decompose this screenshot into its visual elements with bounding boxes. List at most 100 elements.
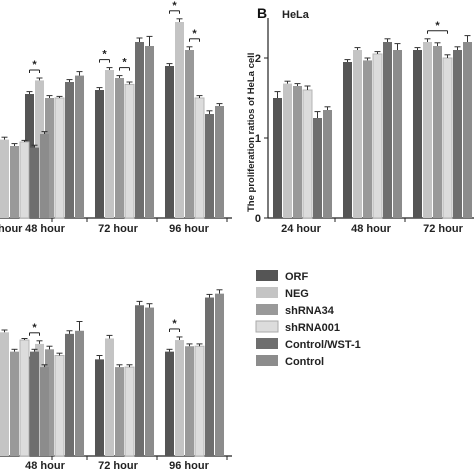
- legend-label-control: Control: [285, 356, 324, 368]
- panel-c-bar: [105, 338, 114, 456]
- panel-a-bar: [215, 106, 224, 218]
- panel-b-bar: [383, 42, 392, 218]
- panel-a-bar: [10, 146, 19, 218]
- legend-swatch-shrna34: [256, 304, 278, 315]
- panel-c-bar: [40, 367, 49, 456]
- panel-a-bar: [30, 147, 39, 218]
- panel-a-bar: [194, 97, 205, 219]
- panel-a-x-tick-label: 96 hour: [169, 223, 209, 235]
- panel-b-bar: [393, 50, 402, 218]
- panel-a-bar: [75, 75, 84, 218]
- panel-a-bar: [0, 139, 9, 218]
- panel-b-bar: [413, 50, 422, 218]
- panel-c-x-tick-label: 48 hour: [25, 460, 65, 472]
- panel-c-bar: [124, 366, 135, 457]
- panel-b-title: HeLa: [282, 9, 310, 21]
- panel-a-x-tick-label: 48 hour: [25, 223, 65, 235]
- panel-c-bar: [185, 346, 194, 456]
- panel-c-bar: [115, 367, 124, 456]
- panel-c-bar: [75, 330, 84, 456]
- panel-c-bar: [65, 333, 74, 456]
- panel-c-x-tick-label: 96 hour: [169, 460, 209, 472]
- panel-b-y-tick-label: 2: [255, 53, 261, 65]
- panel-c-bar: [215, 293, 224, 456]
- panel-b-bar: [353, 50, 362, 218]
- panel-a-bar: [45, 98, 54, 218]
- panel-c-bar: [54, 355, 65, 457]
- panel-b-x-tick-label: 48 hour: [351, 223, 391, 235]
- panel-c-bar: [95, 359, 104, 456]
- panel-b-bar: [363, 60, 372, 219]
- panel-a-significance-star: *: [102, 49, 107, 61]
- panel-c-bar: [10, 351, 19, 456]
- panel-b-x-tick-label: 24 hour: [281, 223, 321, 235]
- panel-b-significance-star: *: [435, 20, 440, 32]
- legend-label-shrna34: shRNA34: [285, 305, 335, 317]
- panel-a-x-tick-label: 72 hour: [98, 223, 138, 235]
- panel-b-bar: [283, 83, 292, 218]
- panel-c-x-tick-label: 72 hour: [98, 460, 138, 472]
- panel-a-bar: [19, 141, 30, 219]
- panel-b-bar: [453, 50, 462, 218]
- panel-b-bar: [323, 110, 332, 218]
- panel-a-bar: [95, 90, 104, 218]
- panel-b-bar: [423, 42, 432, 218]
- panel-c-bar: [30, 351, 39, 456]
- panel-c-significance-star: *: [32, 322, 37, 334]
- legend-swatch-control: [256, 355, 278, 366]
- panel-a-bar: [54, 97, 65, 219]
- panel-b-bar: [442, 57, 453, 219]
- panel-a-bar: [175, 22, 184, 218]
- panel-b-bar: [313, 118, 322, 218]
- legend: ORF NEG shRNA34 shRNA001 Control/WST-1 C…: [255, 270, 361, 368]
- panel-a-bar: [105, 70, 114, 218]
- panel-a-bar: [185, 50, 194, 218]
- panel-a-bar: [115, 78, 124, 218]
- panel-a-bar: [40, 134, 49, 218]
- panel-b-bar: [463, 42, 472, 218]
- panel-b-letter: B: [257, 5, 267, 21]
- panel-a-bar: [135, 42, 144, 218]
- panel-c-bar: [205, 297, 214, 456]
- legend-label-orf: ORF: [285, 271, 309, 283]
- panel-a-significance-star: *: [122, 57, 127, 69]
- panel-b-bar: [372, 53, 383, 219]
- panel-c-bar: [145, 307, 154, 456]
- panel-c-bar: [0, 332, 9, 456]
- panel-a-bar: [145, 46, 154, 218]
- panel-b-x-tick-label: 72 hour: [423, 223, 463, 235]
- panel-b-chart: 0 1 2 * 24 hour 48 hour 72 hour: [255, 18, 474, 235]
- panel-a-x-tick-label: hour: [0, 223, 23, 235]
- legend-label-neg: NEG: [285, 288, 309, 300]
- legend-label-control-wst1: Control/WST-1: [285, 339, 361, 351]
- panel-c-bar: [175, 340, 184, 456]
- panel-a-significance-star: *: [192, 28, 197, 40]
- panel-c-bar: [45, 349, 54, 456]
- panel-b-bar: [343, 62, 352, 218]
- panel-c-bar: [194, 345, 205, 457]
- panel-c-bar: [135, 305, 144, 456]
- legend-swatch-control-wst1: [256, 338, 278, 349]
- panel-c-chart: * * 48 hour 72 hour 96 hour: [0, 289, 232, 472]
- panel-a-significance-star: *: [172, 0, 177, 12]
- panel-b-y-axis-label: The proliferation ratios of HeLa cell: [246, 53, 257, 212]
- legend-swatch-shrna001: [255, 320, 279, 333]
- panel-b-bar: [293, 86, 302, 218]
- legend-label-shrna001: shRNA001: [285, 322, 340, 334]
- panel-c-significance-star: *: [172, 318, 177, 330]
- panel-b-y-tick-label: 1: [255, 133, 261, 145]
- panel-a-bar: [65, 82, 74, 218]
- panel-b-bar: [273, 98, 282, 218]
- panel-a-chart: * * * * * hour 48 hour 72 hour 96 hour: [0, 0, 232, 235]
- panel-c-bar: [19, 339, 30, 457]
- panel-a-bar: [205, 114, 214, 218]
- panel-b-bar: [433, 46, 442, 218]
- panel-c-bar: [165, 351, 174, 456]
- legend-swatch-orf: [256, 270, 278, 281]
- panel-a-bar: [124, 83, 135, 219]
- legend-swatch-neg: [256, 287, 278, 298]
- panel-a-bar: [165, 66, 174, 218]
- panel-c-bar: [35, 343, 44, 456]
- panel-a-bar: [35, 80, 44, 219]
